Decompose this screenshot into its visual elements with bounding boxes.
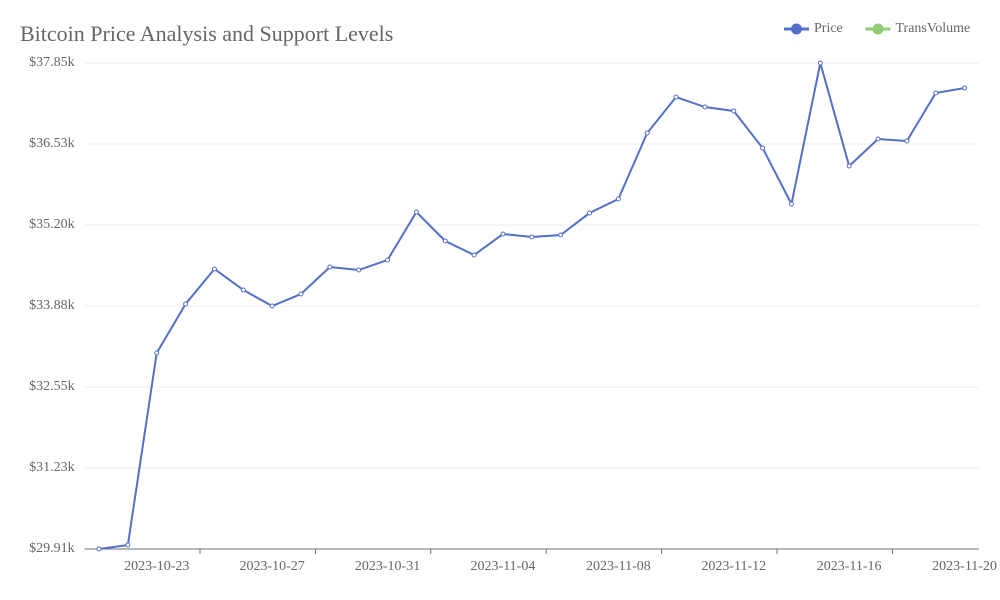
data-point (442, 238, 448, 244)
data-point (788, 201, 794, 207)
x-tick-label: 2023-11-12 (701, 559, 766, 574)
data-point (385, 257, 391, 263)
data-point (587, 210, 593, 216)
data-point (96, 546, 102, 552)
legend-marker (872, 23, 884, 35)
x-tick-label: 2023-11-20 (932, 559, 997, 574)
y-tick-label: $37.85k (29, 55, 75, 70)
data-point (471, 252, 477, 258)
data-point (529, 234, 535, 240)
legend-marker (791, 23, 802, 35)
chart-title: Bitcoin Price Analysis and Support Level… (20, 21, 393, 46)
data-point (817, 60, 823, 66)
data-point (183, 301, 189, 307)
data-point (558, 232, 564, 238)
x-tick-label: 2023-11-04 (471, 559, 536, 574)
y-tick-label: $32.55k (29, 379, 75, 394)
data-point (125, 542, 131, 548)
data-point (269, 303, 275, 309)
y-tick-label: $31.23k (29, 460, 75, 475)
x-tick-label: 2023-10-31 (355, 559, 420, 574)
data-point (615, 196, 621, 202)
y-tick-label: $29.91k (29, 541, 75, 556)
legend-label: TransVolume (896, 21, 971, 36)
data-point (875, 136, 881, 142)
data-point (356, 267, 362, 273)
data-point (240, 287, 246, 293)
data-point (154, 350, 160, 356)
x-tick-label: 2023-10-27 (239, 559, 304, 574)
x-tick-label: 2023-11-16 (817, 559, 882, 574)
data-point (702, 104, 708, 110)
data-point (500, 231, 506, 237)
y-tick-label: $33.88k (29, 298, 75, 313)
data-point (846, 163, 852, 169)
data-point (327, 264, 333, 270)
data-point (933, 90, 939, 96)
data-point (962, 85, 968, 91)
y-tick-label: $35.20k (29, 217, 75, 232)
data-point (904, 138, 910, 144)
data-point (731, 108, 737, 114)
x-tick-label: 2023-11-08 (586, 559, 651, 574)
legend-label: Price (814, 21, 843, 36)
x-tick-label: 2023-10-23 (124, 559, 189, 574)
y-tick-label: $36.53k (29, 136, 75, 151)
data-point (644, 130, 650, 136)
data-point (673, 94, 679, 100)
data-point (760, 145, 766, 151)
data-point (413, 209, 419, 215)
data-point (298, 291, 304, 297)
data-point (211, 266, 217, 272)
